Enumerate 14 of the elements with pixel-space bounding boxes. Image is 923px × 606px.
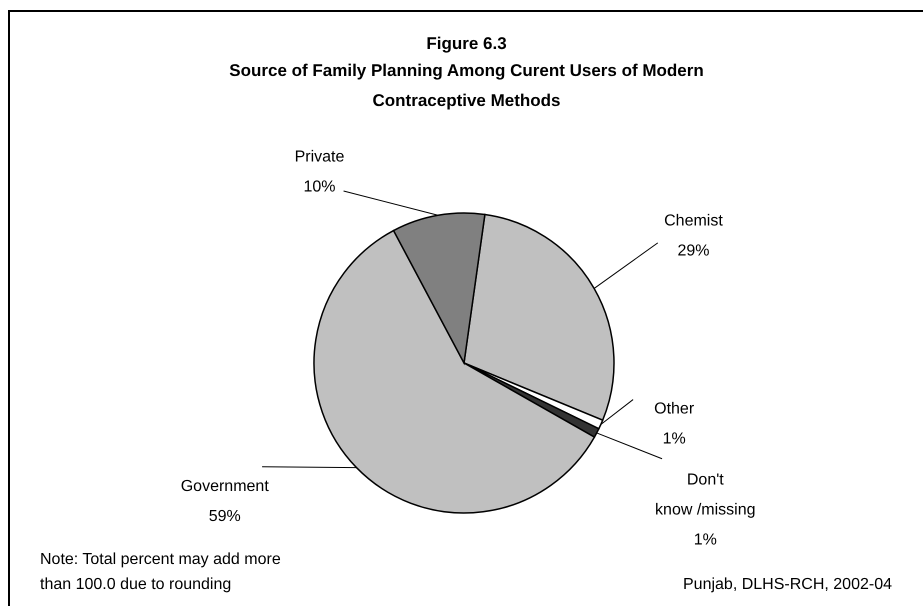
slice-label: Government <box>180 478 270 495</box>
data-label: 1% <box>694 532 717 549</box>
text: Punjab, DLHS-RCH, 2002-04 <box>683 576 892 593</box>
chart-title: Figure 6.3 <box>426 34 507 53</box>
data-label: 29% <box>677 242 710 260</box>
data-label: 59% <box>208 508 241 525</box>
slice-label: Don't know /missing <box>655 472 756 519</box>
slice-label: Private <box>294 148 344 166</box>
legend-label: Other <box>654 400 695 418</box>
data-label: 1% <box>662 430 686 448</box>
text: Note: Total percent may add more than 100.0 due to rounding <box>40 551 281 593</box>
data-label: 10% <box>303 178 336 196</box>
slice-label: Chemist <box>664 212 724 230</box>
chart-subtitle: Source of Family Planning Among Curent Users of Modern Contraceptive Methods <box>229 61 704 110</box>
